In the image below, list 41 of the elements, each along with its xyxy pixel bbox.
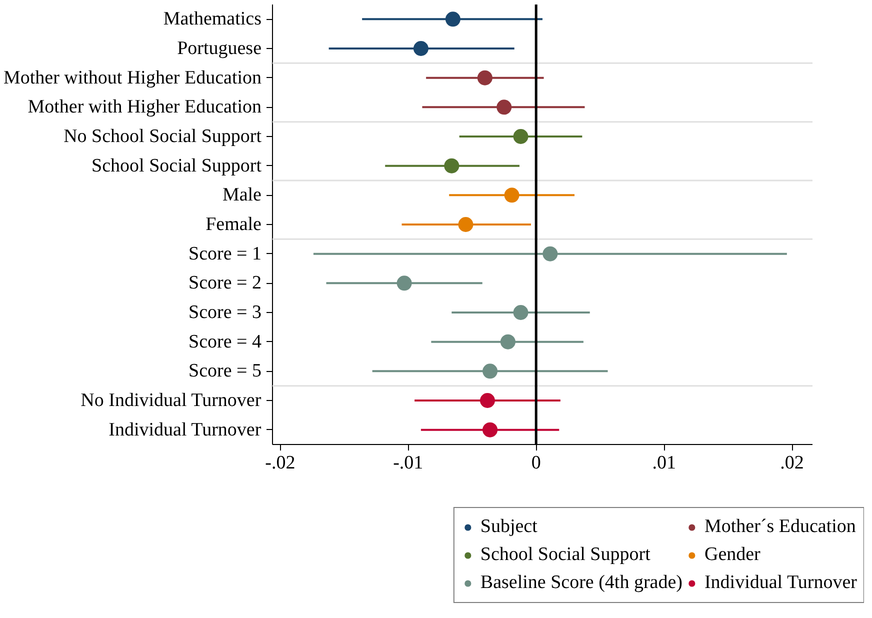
point — [482, 422, 498, 438]
y-tick-label: Score = 2 — [188, 272, 262, 294]
point — [504, 188, 520, 203]
point — [477, 70, 492, 86]
point — [496, 100, 512, 115]
y-tick-label: Score = 3 — [188, 302, 262, 323]
y-tick-label: Score = 5 — [188, 360, 262, 382]
point — [458, 217, 474, 232]
x-tick-label: .01 — [652, 452, 676, 474]
x-tick-label: 0 — [531, 452, 541, 474]
x-tick-label: -.01 — [393, 452, 424, 474]
legend-label: School Social Support — [480, 543, 650, 567]
point — [500, 334, 516, 350]
legend-label: Subject — [480, 515, 538, 539]
legend-label: Mother´s Education — [704, 515, 856, 539]
point — [542, 246, 558, 262]
y-tick-label: No School Social Support — [64, 126, 262, 147]
legend-label: Baseline Score (4th grade) — [480, 571, 682, 595]
legend-label: Gender — [704, 543, 760, 567]
y-tick-label: No Individual Turnover — [80, 390, 262, 411]
x-tick-label: .02 — [780, 452, 804, 474]
y-tick-label: Female — [206, 214, 262, 235]
point — [513, 129, 528, 144]
y-tick-label: Male — [222, 184, 262, 206]
y-tick-label: Portuguese — [177, 38, 262, 59]
y-tick-label: Mother without Higher Education — [3, 67, 262, 88]
point — [513, 305, 528, 320]
point — [445, 12, 460, 27]
y-tick-label: Mother with Higher Education — [28, 96, 262, 118]
point — [396, 276, 412, 291]
y-tick-label: Individual Turnover — [108, 419, 262, 440]
point — [482, 364, 498, 379]
point — [413, 41, 428, 56]
point — [480, 393, 495, 408]
y-tick-label: Score = 1 — [188, 243, 262, 264]
legend-label: Individual Turnover — [704, 571, 857, 595]
y-tick-label: Score = 4 — [188, 331, 262, 352]
y-tick-label: School Social Support — [92, 155, 262, 176]
y-tick-label: Mathematics — [163, 8, 262, 30]
point — [444, 158, 460, 174]
x-tick-label: -.02 — [265, 452, 296, 474]
